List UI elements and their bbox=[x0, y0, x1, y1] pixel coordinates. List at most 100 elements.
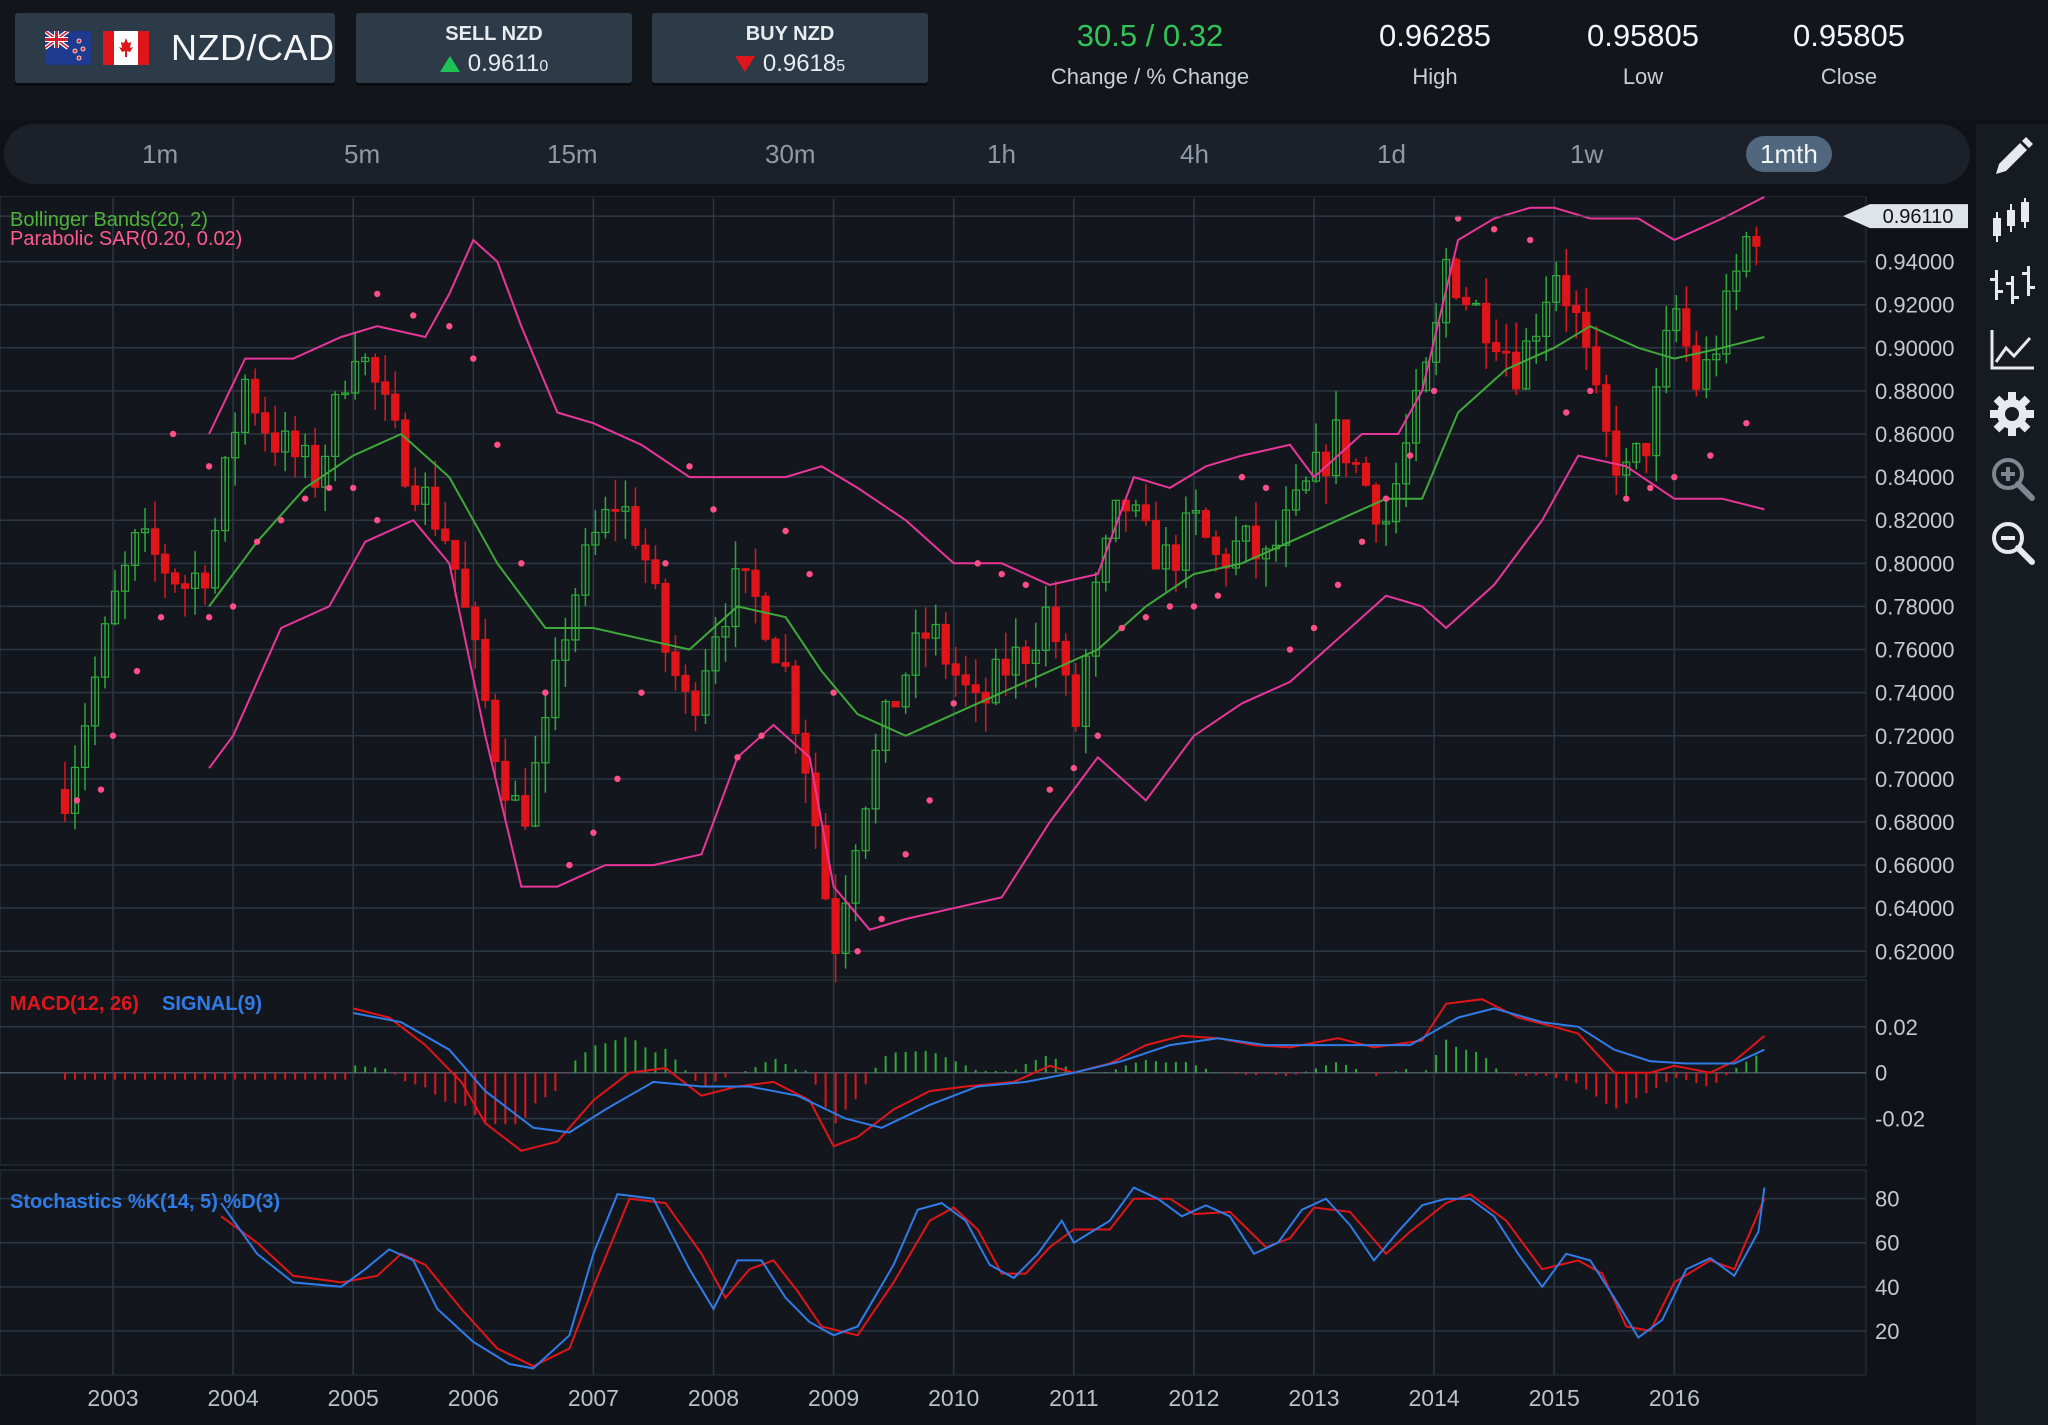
canada-flag-icon bbox=[103, 31, 149, 65]
sar-dot bbox=[1671, 473, 1678, 481]
candle-body bbox=[1181, 512, 1190, 571]
timeframe-15m[interactable]: 15m bbox=[547, 139, 598, 169]
candle-body bbox=[241, 378, 250, 434]
signal-label: SIGNAL(9) bbox=[162, 993, 262, 1015]
candle bbox=[150, 501, 160, 582]
candle-body bbox=[761, 595, 770, 640]
timeframe-1d[interactable]: 1d bbox=[1377, 139, 1406, 169]
candle-body bbox=[541, 716, 550, 764]
close-label: Close bbox=[1820, 64, 1878, 89]
sar-dot bbox=[998, 570, 1005, 578]
candle-body bbox=[251, 378, 260, 414]
candle-body bbox=[1021, 646, 1030, 665]
timeframe-1mth[interactable]: 1mth bbox=[1746, 136, 1832, 172]
candle bbox=[100, 616, 110, 689]
candle bbox=[1732, 253, 1741, 311]
sar-dot bbox=[253, 538, 261, 545]
candle-body bbox=[621, 506, 630, 512]
candle bbox=[431, 460, 440, 537]
candle bbox=[1351, 458, 1361, 474]
ohlc-bars-icon[interactable] bbox=[1986, 260, 2038, 312]
candle bbox=[1411, 369, 1421, 462]
timeframe-1w[interactable]: 1w bbox=[1570, 139, 1604, 169]
bollinger-middle-line bbox=[208, 325, 1765, 737]
sar-dot bbox=[1046, 786, 1053, 793]
candle bbox=[651, 545, 660, 590]
timeframe-1m[interactable]: 1m bbox=[142, 139, 179, 169]
candle-body bbox=[80, 725, 90, 769]
candle-body bbox=[170, 572, 180, 585]
sar-dot bbox=[1142, 614, 1150, 621]
candle bbox=[441, 502, 450, 545]
candle bbox=[291, 415, 300, 478]
candle-body bbox=[1341, 419, 1351, 464]
candle-body bbox=[1522, 340, 1531, 390]
candle-body bbox=[431, 486, 440, 530]
candle bbox=[1602, 374, 1611, 458]
sell-button[interactable]: SELL NZD 0.96110 bbox=[356, 13, 632, 83]
candle-body bbox=[110, 590, 120, 625]
buy-button[interactable]: BUY NZD 0.96185 bbox=[652, 13, 928, 83]
candle-body bbox=[741, 568, 750, 571]
candle bbox=[831, 874, 840, 983]
candle-body bbox=[331, 393, 340, 458]
candle bbox=[1311, 423, 1321, 483]
candle-body bbox=[1061, 640, 1070, 676]
sar-dot bbox=[374, 517, 381, 524]
candle bbox=[281, 412, 290, 472]
timeframe-1h[interactable]: 1h bbox=[987, 139, 1016, 169]
candle-body bbox=[851, 850, 860, 904]
chart-canvas[interactable]: 0.96110 0.94000 0.92000 0.90000 0.88000 0.86… bbox=[0, 195, 1976, 1425]
candle-body bbox=[1401, 442, 1411, 485]
year-tick-label: 2010 bbox=[928, 1385, 979, 1411]
sar-dot bbox=[950, 700, 957, 707]
candle-body bbox=[1351, 462, 1361, 465]
timeframe-4h[interactable]: 4h bbox=[1180, 139, 1209, 169]
candlestick-icon[interactable] bbox=[1986, 196, 2038, 248]
high-value: 0.96285 bbox=[1378, 18, 1492, 53]
currency-pair-selector[interactable]: NZD/CAD bbox=[15, 13, 335, 83]
candle-body bbox=[231, 431, 240, 459]
candle-body bbox=[281, 430, 290, 453]
zoom-in-icon[interactable] bbox=[1986, 452, 2038, 504]
candle bbox=[791, 660, 800, 754]
zoom-out-icon[interactable] bbox=[1986, 516, 2038, 568]
candle bbox=[1502, 324, 1511, 377]
candle bbox=[331, 391, 340, 482]
candle-body bbox=[971, 684, 980, 693]
price-tick-label: 0.68000 bbox=[1875, 810, 1955, 835]
candle-body bbox=[1251, 525, 1261, 560]
candle bbox=[1472, 299, 1481, 306]
candle bbox=[1542, 276, 1551, 361]
candle-body bbox=[1331, 419, 1341, 477]
price-chart[interactable]: 0.96110 0.94000 0.92000 0.90000 0.88000 0.86… bbox=[0, 195, 1976, 1425]
year-tick-label: 2005 bbox=[328, 1385, 379, 1411]
year-tick-label: 2003 bbox=[87, 1385, 138, 1411]
pencil-icon[interactable] bbox=[1986, 132, 2038, 184]
sar-dot bbox=[494, 441, 501, 448]
candle-body bbox=[1011, 646, 1020, 676]
candle bbox=[1051, 580, 1060, 659]
sar-dot bbox=[614, 775, 621, 783]
change-label: Change / % Change bbox=[1050, 64, 1250, 89]
candle bbox=[561, 617, 570, 687]
bollinger-lower-line bbox=[208, 454, 1765, 931]
candle bbox=[661, 578, 670, 673]
candle-body bbox=[1071, 674, 1080, 727]
candle bbox=[1552, 261, 1561, 312]
timeframe-5m[interactable]: 5m bbox=[344, 139, 381, 169]
sar-dot bbox=[878, 915, 885, 923]
candle bbox=[401, 412, 410, 489]
candle bbox=[1682, 286, 1691, 362]
candle-body bbox=[931, 623, 940, 639]
year-tick-label: 2006 bbox=[448, 1385, 499, 1411]
settings-gear-icon[interactable] bbox=[1986, 388, 2038, 440]
timeframe-30m[interactable]: 30m bbox=[765, 139, 816, 169]
candle-body bbox=[291, 430, 300, 458]
line-chart-icon[interactable] bbox=[1986, 324, 2038, 376]
candle bbox=[361, 353, 370, 376]
candle-body bbox=[1692, 345, 1701, 390]
sar-dot bbox=[926, 797, 933, 804]
candle-body bbox=[1191, 510, 1201, 514]
candle bbox=[1191, 489, 1201, 536]
